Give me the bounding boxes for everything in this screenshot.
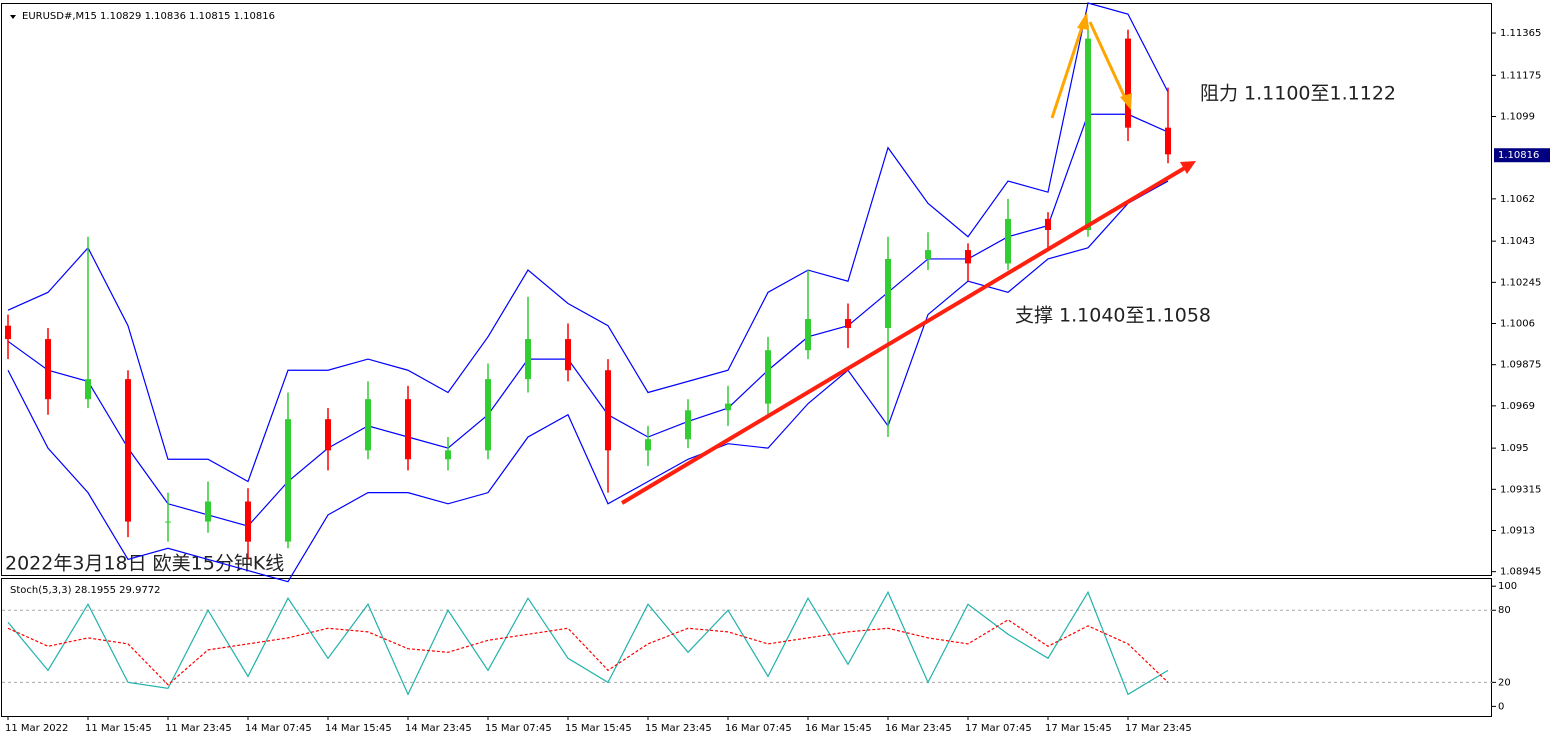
- y-tick-label: 1.09875: [1500, 360, 1541, 371]
- y-tick-label: 1.11365: [1500, 28, 1541, 39]
- y-tick-label: 1.08945: [1500, 567, 1541, 578]
- candle-body: [685, 410, 691, 440]
- candle-body: [365, 399, 371, 451]
- candle-body: [525, 339, 531, 380]
- y-tick-label: 1.1099: [1500, 112, 1535, 123]
- candle-body: [1005, 218, 1011, 264]
- x-tick-label: 14 Mar 07:45: [245, 723, 312, 734]
- candle-body: [805, 319, 811, 351]
- trend-line: [620, 164, 1190, 505]
- x-tick-label: 14 Mar 15:45: [325, 723, 392, 734]
- y-tick-label: 1.0969: [1500, 401, 1535, 412]
- candle-body: [1125, 38, 1131, 128]
- candle-body: [845, 319, 851, 328]
- candle-body: [485, 379, 491, 451]
- stoch-panel: [1, 578, 1492, 717]
- band-lower: [7, 180, 1169, 583]
- candle-body: [1085, 38, 1091, 231]
- candle-body: [645, 439, 651, 451]
- chart-caption: 2022年3月18日 欧美15分钟K线: [5, 553, 284, 575]
- candle-body: [925, 250, 931, 259]
- x-tick-label: 11 Mar 23:45: [165, 723, 232, 734]
- y-tick-label: 1.0913: [1500, 525, 1535, 536]
- candle-body: [245, 501, 251, 542]
- y-tick-label: 1.1043: [1500, 236, 1535, 247]
- x-tick-label: 17 Mar 23:45: [1125, 723, 1192, 734]
- candle-body: [885, 258, 891, 328]
- stoch-line: [7, 619, 1169, 686]
- stoch-line: [7, 590, 1169, 696]
- down-arrow: [1088, 21, 1128, 101]
- x-tick-label: 15 Mar 07:45: [485, 723, 552, 734]
- x-tick-label: 16 Mar 15:45: [805, 723, 872, 734]
- candle-body: [565, 339, 571, 371]
- candle-body: [1045, 218, 1051, 231]
- y-tick-label: 100: [1498, 581, 1517, 592]
- candle-body: [405, 399, 411, 460]
- candle-body: [85, 379, 91, 400]
- main-panel: [1, 3, 1492, 576]
- candle-body: [285, 419, 291, 542]
- x-tick-label: 11 Mar 2022: [5, 723, 68, 734]
- current-price-label: 1.10816: [1498, 150, 1539, 161]
- y-tick-label: 1.095: [1500, 443, 1529, 454]
- menu-arrow: [10, 15, 16, 19]
- y-tick-label: 1.1062: [1500, 194, 1535, 205]
- x-tick-label: 16 Mar 23:45: [885, 723, 952, 734]
- x-tick-label: 16 Mar 07:45: [725, 723, 792, 734]
- main-title: EURUSD#,M15 1.10829 1.10836 1.10815 1.10…: [22, 11, 275, 22]
- candle-body: [765, 350, 771, 404]
- candle-body: [165, 521, 171, 523]
- down-arrowhead: [1120, 93, 1132, 110]
- candle-body: [125, 379, 131, 522]
- y-tick-label: 1.1006: [1500, 318, 1535, 329]
- candle-body: [725, 403, 731, 411]
- stoch-title: Stoch(5,3,3) 28.1955 29.9772: [10, 585, 161, 596]
- y-tick-label: 80: [1498, 605, 1511, 616]
- y-tick-label: 0: [1498, 701, 1504, 712]
- band-upper: [7, 2, 1169, 483]
- candle-body: [45, 339, 51, 400]
- candle-body: [965, 250, 971, 264]
- up-arrowhead: [1077, 12, 1089, 30]
- band-middle: [7, 113, 1169, 527]
- support-note: 支撑 1.1040至1.1058: [1015, 305, 1211, 327]
- y-tick-label: 1.10245: [1500, 277, 1541, 288]
- x-tick-label: 11 Mar 15:45: [85, 723, 152, 734]
- y-tick-label: 1.11175: [1500, 70, 1541, 81]
- candle-body: [1165, 127, 1171, 155]
- x-tick-label: 15 Mar 23:45: [645, 723, 712, 734]
- candle-body: [205, 501, 211, 522]
- trend-arrowhead: [1180, 161, 1196, 174]
- current-price-box: [1494, 148, 1550, 163]
- x-tick-label: 17 Mar 07:45: [965, 723, 1032, 734]
- x-tick-label: 14 Mar 23:45: [405, 723, 472, 734]
- candle-body: [5, 325, 11, 340]
- candle-body: [445, 450, 451, 460]
- x-tick-label: 17 Mar 15:45: [1045, 723, 1112, 734]
- up-arrow: [1050, 23, 1085, 119]
- resistance-note: 阻力 1.1100至1.1122: [1200, 83, 1396, 105]
- candle-body: [605, 370, 611, 451]
- x-tick-label: 15 Mar 15:45: [565, 723, 632, 734]
- y-tick-label: 20: [1498, 677, 1511, 688]
- y-tick-label: 1.09315: [1500, 484, 1541, 495]
- candle-body: [325, 419, 331, 451]
